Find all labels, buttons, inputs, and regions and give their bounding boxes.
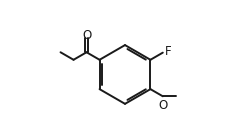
Text: O: O (82, 29, 91, 42)
Text: O: O (159, 99, 168, 112)
Text: F: F (165, 45, 172, 59)
